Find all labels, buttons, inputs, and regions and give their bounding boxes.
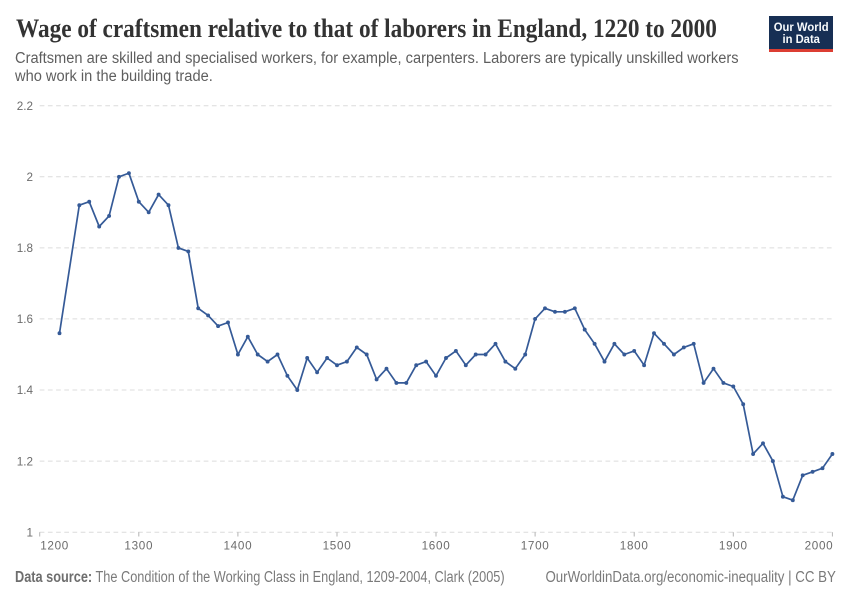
svg-text:1700: 1700 [521,540,550,553]
svg-text:1.6: 1.6 [17,313,33,326]
svg-text:2: 2 [26,171,33,184]
svg-text:1800: 1800 [620,540,649,553]
svg-text:1: 1 [26,526,33,539]
svg-text:1600: 1600 [422,540,451,553]
svg-text:1.8: 1.8 [17,242,33,255]
svg-text:1.4: 1.4 [17,384,34,397]
svg-text:2000: 2000 [805,540,834,553]
svg-text:2.2: 2.2 [17,100,33,113]
svg-text:1200: 1200 [40,540,69,553]
svg-text:1900: 1900 [719,540,748,553]
svg-text:1500: 1500 [323,540,352,553]
svg-text:1300: 1300 [124,540,153,553]
svg-text:1400: 1400 [223,540,252,553]
svg-text:1.2: 1.2 [17,455,33,468]
